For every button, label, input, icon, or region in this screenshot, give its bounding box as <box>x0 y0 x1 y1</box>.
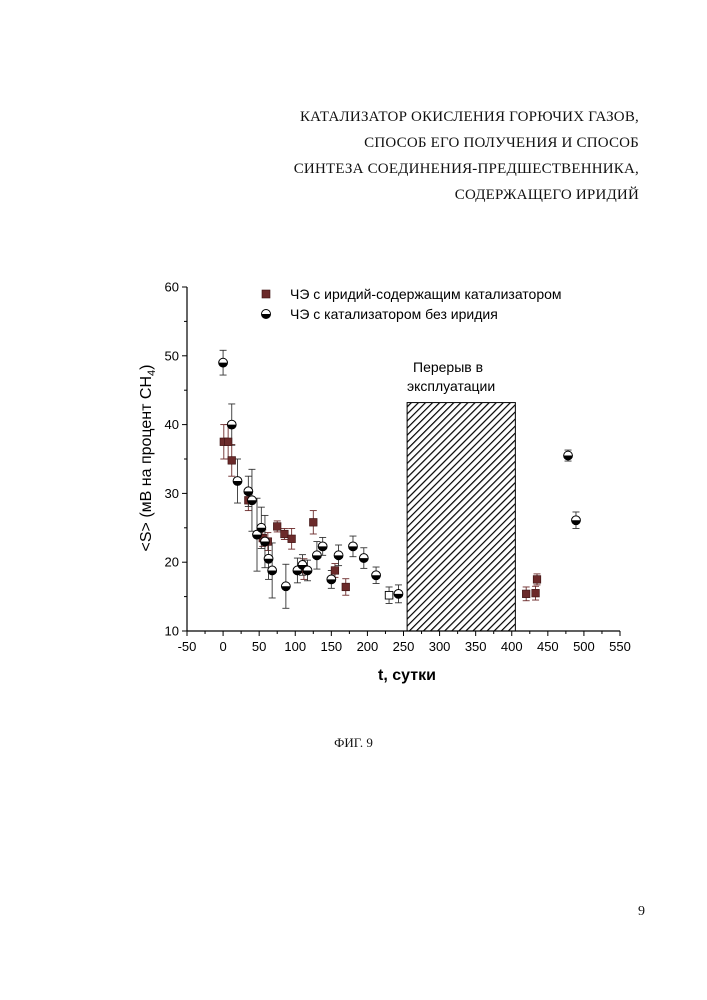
data-point-no-iridium <box>348 541 358 552</box>
y-tick-label: 30 <box>165 486 179 501</box>
y-tick-label: 20 <box>165 555 179 570</box>
y-axis-label-main: <S> (мВ на процент CH <box>138 376 155 552</box>
x-tick-label: 100 <box>284 639 306 654</box>
annotation-line-1: Перерыв в <box>413 359 483 375</box>
title-line-3: СИНТЕЗА СОЕДИНЕНИЯ-ПРЕДШЕСТВЕННИКА, <box>293 161 639 177</box>
data-point-no-iridium <box>247 495 257 506</box>
data-point-iridium <box>309 518 318 527</box>
annotation-line-2: эксплуатации <box>407 378 495 394</box>
legend-label-iridium: ЧЭ с иридий-содержащим катализатором <box>290 286 562 302</box>
data-point-no-iridium <box>312 550 322 561</box>
data-point-no-iridium <box>563 450 573 461</box>
x-tick-label: 400 <box>501 639 523 654</box>
data-point-iridium <box>341 582 350 592</box>
x-tick-label: 450 <box>537 639 559 654</box>
x-axis-label: t, сутки <box>378 667 436 684</box>
data-point-no-iridium <box>218 357 228 368</box>
y-axis-label: <S> (мВ на процент CH4) <box>138 365 158 552</box>
title-line-2: СПОСОБ ЕГО ПОЛУЧЕНИЯ И СПОСОБ <box>364 135 639 151</box>
data-point-no-iridium <box>302 565 313 576</box>
x-tick-label: -50 <box>178 639 197 654</box>
x-tick-label: 0 <box>219 639 226 654</box>
data-point-no-iridium <box>358 553 369 563</box>
data-point-iridium <box>287 534 296 543</box>
data-point-iridium <box>227 456 236 465</box>
data-point-no-iridium <box>260 536 270 547</box>
data-point-no-iridium <box>252 529 262 540</box>
data-point-iridium <box>531 589 540 598</box>
data-point-no-iridium <box>371 570 381 581</box>
y-tick-label: 10 <box>165 624 179 639</box>
data-point-open <box>384 590 394 600</box>
x-tick-label: 200 <box>357 639 379 654</box>
legend-marker-iridium <box>261 289 271 299</box>
x-tick-label: 300 <box>429 639 451 654</box>
title-line-4: СОДЕРЖАЩЕГО ИРИДИЙ <box>454 187 639 203</box>
page-number: 9 <box>638 904 645 919</box>
data-point-no-iridium <box>571 515 581 526</box>
y-tick-label: 40 <box>165 417 179 432</box>
data-point-no-iridium <box>326 574 337 585</box>
data-point-no-iridium <box>256 522 267 533</box>
data-point-no-iridium <box>226 419 237 430</box>
y-axis-label-sub: 4 <box>146 370 158 376</box>
x-tick-label: 350 <box>465 639 487 654</box>
x-tick-label: 500 <box>573 639 595 654</box>
title-line-1: КАТАЛИЗАТОР ОКИСЛЕНИЯ ГОРЮЧИХ ГАЗОВ, <box>299 109 639 125</box>
y-tick-label: 50 <box>165 348 179 363</box>
data-point-iridium <box>522 589 531 598</box>
data-point-no-iridium <box>280 581 291 592</box>
data-point-no-iridium <box>393 588 404 599</box>
data-point-iridium <box>273 522 282 531</box>
document-title: КАТАЛИЗАТОР ОКИСЛЕНИЯ ГОРЮЧИХ ГАЗОВ, СПО… <box>79 104 639 208</box>
data-point-no-iridium <box>292 565 303 576</box>
y-tick-label: 60 <box>165 280 179 295</box>
data-point-no-iridium <box>267 565 278 576</box>
data-point-iridium <box>330 566 340 575</box>
data-point-no-iridium <box>317 541 328 552</box>
data-point-no-iridium <box>243 486 254 497</box>
legend-label-no-iridium: ЧЭ с катализатором без иридия <box>290 306 498 322</box>
x-tick-label: 50 <box>252 639 266 654</box>
x-tick-label: 250 <box>393 639 415 654</box>
data-point-iridium <box>532 575 542 584</box>
x-tick-label: 150 <box>320 639 342 654</box>
data-point-no-iridium <box>333 550 344 561</box>
figure-caption: ФИГ. 9 <box>334 735 373 750</box>
legend-marker-no-iridium <box>261 309 271 319</box>
data-point-no-iridium <box>263 553 274 564</box>
y-axis-label-close: ) <box>138 365 155 370</box>
data-point-iridium <box>224 437 233 446</box>
data-point-no-iridium <box>232 476 243 486</box>
x-tick-label: 550 <box>609 639 631 654</box>
data-point-iridium <box>280 529 289 539</box>
break-region-hatch <box>406 402 516 632</box>
